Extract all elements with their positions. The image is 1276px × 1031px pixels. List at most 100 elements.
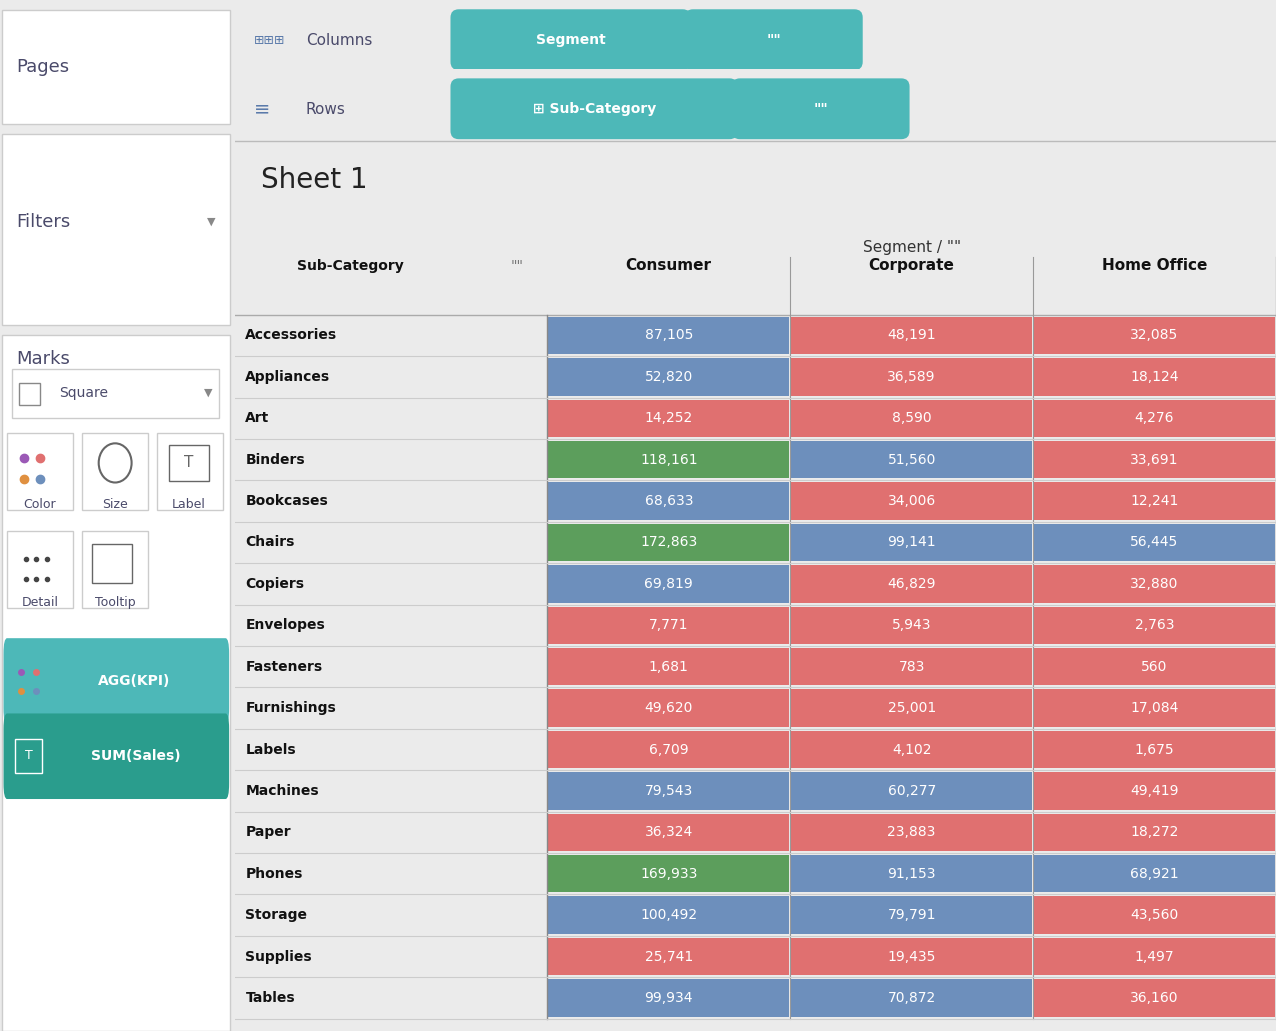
Text: Machines: Machines bbox=[245, 784, 319, 798]
Text: 36,324: 36,324 bbox=[644, 825, 693, 839]
Text: AGG(KPI): AGG(KPI) bbox=[98, 674, 170, 689]
Text: 25,001: 25,001 bbox=[888, 701, 935, 716]
Text: 4,102: 4,102 bbox=[892, 742, 931, 757]
Text: Fasteners: Fasteners bbox=[245, 660, 323, 673]
Text: 1,681: 1,681 bbox=[648, 660, 689, 673]
Text: Size: Size bbox=[102, 498, 128, 510]
Text: 49,419: 49,419 bbox=[1131, 784, 1179, 798]
FancyBboxPatch shape bbox=[1034, 813, 1275, 851]
Text: 52,820: 52,820 bbox=[644, 370, 693, 384]
Text: 69,819: 69,819 bbox=[644, 577, 693, 591]
Text: Corporate: Corporate bbox=[869, 259, 954, 273]
FancyBboxPatch shape bbox=[92, 544, 131, 583]
Text: Detail: Detail bbox=[22, 596, 59, 608]
FancyBboxPatch shape bbox=[1034, 772, 1275, 809]
Text: Columns: Columns bbox=[306, 33, 373, 47]
FancyBboxPatch shape bbox=[791, 897, 1032, 934]
FancyBboxPatch shape bbox=[450, 78, 738, 139]
FancyBboxPatch shape bbox=[791, 400, 1032, 437]
FancyBboxPatch shape bbox=[791, 979, 1032, 1017]
Text: 7,771: 7,771 bbox=[649, 619, 689, 632]
FancyBboxPatch shape bbox=[1034, 524, 1275, 561]
FancyBboxPatch shape bbox=[549, 483, 789, 520]
FancyBboxPatch shape bbox=[1034, 855, 1275, 893]
FancyBboxPatch shape bbox=[791, 483, 1032, 520]
Text: Furnishings: Furnishings bbox=[245, 701, 336, 716]
FancyBboxPatch shape bbox=[549, 606, 789, 644]
Text: ≡: ≡ bbox=[254, 100, 271, 119]
Text: Supplies: Supplies bbox=[245, 950, 313, 964]
FancyBboxPatch shape bbox=[549, 441, 789, 478]
FancyBboxPatch shape bbox=[549, 524, 789, 561]
Text: Pages: Pages bbox=[17, 58, 70, 76]
Text: 23,883: 23,883 bbox=[888, 825, 935, 839]
FancyBboxPatch shape bbox=[1034, 317, 1275, 354]
Text: Sub-Category: Sub-Category bbox=[297, 259, 404, 273]
FancyBboxPatch shape bbox=[549, 813, 789, 851]
Text: 49,620: 49,620 bbox=[644, 701, 693, 716]
FancyBboxPatch shape bbox=[549, 690, 789, 727]
Text: 2,763: 2,763 bbox=[1134, 619, 1174, 632]
Text: 32,085: 32,085 bbox=[1131, 329, 1179, 342]
FancyBboxPatch shape bbox=[82, 433, 148, 510]
Text: 48,191: 48,191 bbox=[887, 329, 937, 342]
FancyBboxPatch shape bbox=[3, 10, 230, 124]
Text: 19,435: 19,435 bbox=[888, 950, 935, 964]
Text: 6,709: 6,709 bbox=[649, 742, 689, 757]
Text: 5,943: 5,943 bbox=[892, 619, 931, 632]
FancyBboxPatch shape bbox=[11, 369, 218, 418]
Text: "": "" bbox=[767, 33, 782, 47]
Text: 172,863: 172,863 bbox=[641, 535, 698, 550]
Text: T: T bbox=[185, 456, 194, 470]
Text: 100,492: 100,492 bbox=[641, 908, 697, 922]
Text: Paper: Paper bbox=[245, 825, 291, 839]
Text: 783: 783 bbox=[898, 660, 925, 673]
Text: Segment / "": Segment / "" bbox=[863, 240, 961, 256]
FancyBboxPatch shape bbox=[791, 648, 1032, 686]
Text: Storage: Storage bbox=[245, 908, 308, 922]
FancyBboxPatch shape bbox=[791, 938, 1032, 975]
Text: 18,124: 18,124 bbox=[1131, 370, 1179, 384]
Text: 33,691: 33,691 bbox=[1131, 453, 1179, 467]
Text: 43,560: 43,560 bbox=[1131, 908, 1179, 922]
FancyBboxPatch shape bbox=[791, 731, 1032, 768]
FancyBboxPatch shape bbox=[170, 445, 209, 481]
Text: 36,589: 36,589 bbox=[887, 370, 935, 384]
Text: 1,675: 1,675 bbox=[1134, 742, 1174, 757]
Text: 51,560: 51,560 bbox=[888, 453, 935, 467]
Text: Accessories: Accessories bbox=[245, 329, 338, 342]
Text: 169,933: 169,933 bbox=[641, 867, 698, 880]
FancyBboxPatch shape bbox=[791, 565, 1032, 602]
Text: ▼: ▼ bbox=[204, 388, 213, 398]
Text: Binders: Binders bbox=[245, 453, 305, 467]
FancyBboxPatch shape bbox=[791, 358, 1032, 396]
FancyBboxPatch shape bbox=[235, 69, 1276, 140]
Text: 12,241: 12,241 bbox=[1131, 494, 1179, 508]
FancyBboxPatch shape bbox=[549, 317, 789, 354]
Text: ⊞⊞⊞: ⊞⊞⊞ bbox=[254, 34, 286, 46]
Text: Appliances: Appliances bbox=[245, 370, 330, 384]
Text: 14,252: 14,252 bbox=[644, 411, 693, 426]
Text: 46,829: 46,829 bbox=[887, 577, 935, 591]
FancyBboxPatch shape bbox=[1034, 690, 1275, 727]
FancyBboxPatch shape bbox=[791, 606, 1032, 644]
FancyBboxPatch shape bbox=[3, 335, 230, 1031]
FancyBboxPatch shape bbox=[549, 897, 789, 934]
FancyBboxPatch shape bbox=[3, 134, 230, 325]
Text: Segment: Segment bbox=[536, 33, 606, 47]
FancyBboxPatch shape bbox=[4, 638, 230, 724]
Text: 87,105: 87,105 bbox=[644, 329, 693, 342]
FancyBboxPatch shape bbox=[8, 433, 73, 510]
FancyBboxPatch shape bbox=[791, 441, 1032, 478]
Text: 56,445: 56,445 bbox=[1131, 535, 1179, 550]
FancyBboxPatch shape bbox=[549, 979, 789, 1017]
FancyBboxPatch shape bbox=[1034, 897, 1275, 934]
Text: Labels: Labels bbox=[245, 742, 296, 757]
Text: 560: 560 bbox=[1141, 660, 1168, 673]
Text: 99,934: 99,934 bbox=[644, 991, 693, 1005]
Text: 91,153: 91,153 bbox=[887, 867, 935, 880]
FancyBboxPatch shape bbox=[549, 358, 789, 396]
Text: 36,160: 36,160 bbox=[1131, 991, 1179, 1005]
Text: Rows: Rows bbox=[306, 102, 346, 117]
FancyBboxPatch shape bbox=[791, 813, 1032, 851]
